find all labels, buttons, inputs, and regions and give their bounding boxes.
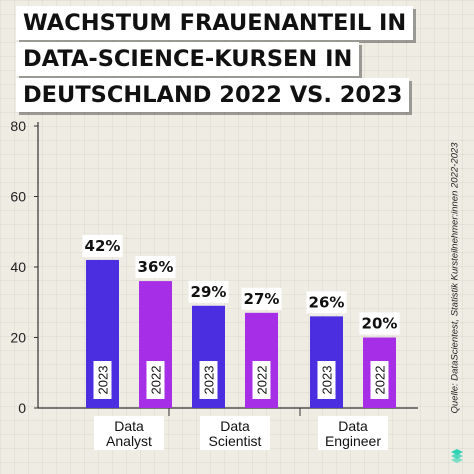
title-line-2: DATA-SCIENCE-KURSEN IN	[16, 42, 360, 76]
data-label: 20%	[362, 315, 398, 333]
title-line-3: DEUTSCHLAND 2022 VS. 2023	[16, 78, 410, 112]
series-label: 2023	[202, 366, 217, 395]
category-label: Engineer	[325, 433, 381, 449]
data-label: 27%	[244, 290, 280, 308]
series-label: 2023	[96, 366, 111, 395]
data-label-box	[241, 287, 282, 310]
data-label-box	[82, 234, 123, 257]
category-label: Data	[220, 418, 250, 434]
y-tick-label: 40	[10, 259, 26, 275]
category-label: Data	[338, 418, 368, 434]
title-line-1: WACHSTUM FRAUENANTEIL IN	[16, 6, 414, 40]
brand-logo-icon	[451, 449, 463, 463]
series-label-box	[199, 361, 218, 399]
series-label-box	[252, 361, 271, 399]
data-label: 29%	[191, 283, 227, 301]
data-label: 36%	[138, 258, 174, 276]
chart-title: WACHSTUM FRAUENANTEIL IN DATA-SCIENCE-KU…	[16, 6, 414, 114]
series-label-box	[93, 361, 112, 399]
category-label-box	[200, 416, 270, 450]
series-label-box	[146, 361, 165, 399]
series-label: 2023	[320, 366, 335, 395]
category-label: Analyst	[106, 433, 152, 449]
series-label: 2022	[373, 366, 388, 395]
y-tick-label: 60	[10, 189, 26, 205]
data-label-box	[359, 312, 400, 335]
data-label-box	[306, 291, 347, 314]
data-label: 42%	[85, 237, 121, 255]
series-label-box	[317, 361, 336, 399]
data-label: 26%	[309, 293, 345, 311]
source-note: Quelle: DataScientest, Statistik Kurstei…	[449, 142, 461, 414]
series-label: 2022	[149, 366, 164, 395]
data-label-box	[135, 256, 176, 279]
series-label-box	[370, 361, 389, 399]
y-tick-label: 0	[18, 400, 26, 416]
y-tick-label: 20	[10, 330, 26, 346]
category-label-box	[318, 416, 388, 450]
y-tick-label: 80	[10, 118, 26, 134]
series-label: 2022	[255, 366, 270, 395]
category-label-box	[94, 416, 164, 450]
category-label: Data	[114, 418, 144, 434]
data-label-box	[188, 280, 229, 303]
category-label: Scientist	[209, 433, 262, 449]
